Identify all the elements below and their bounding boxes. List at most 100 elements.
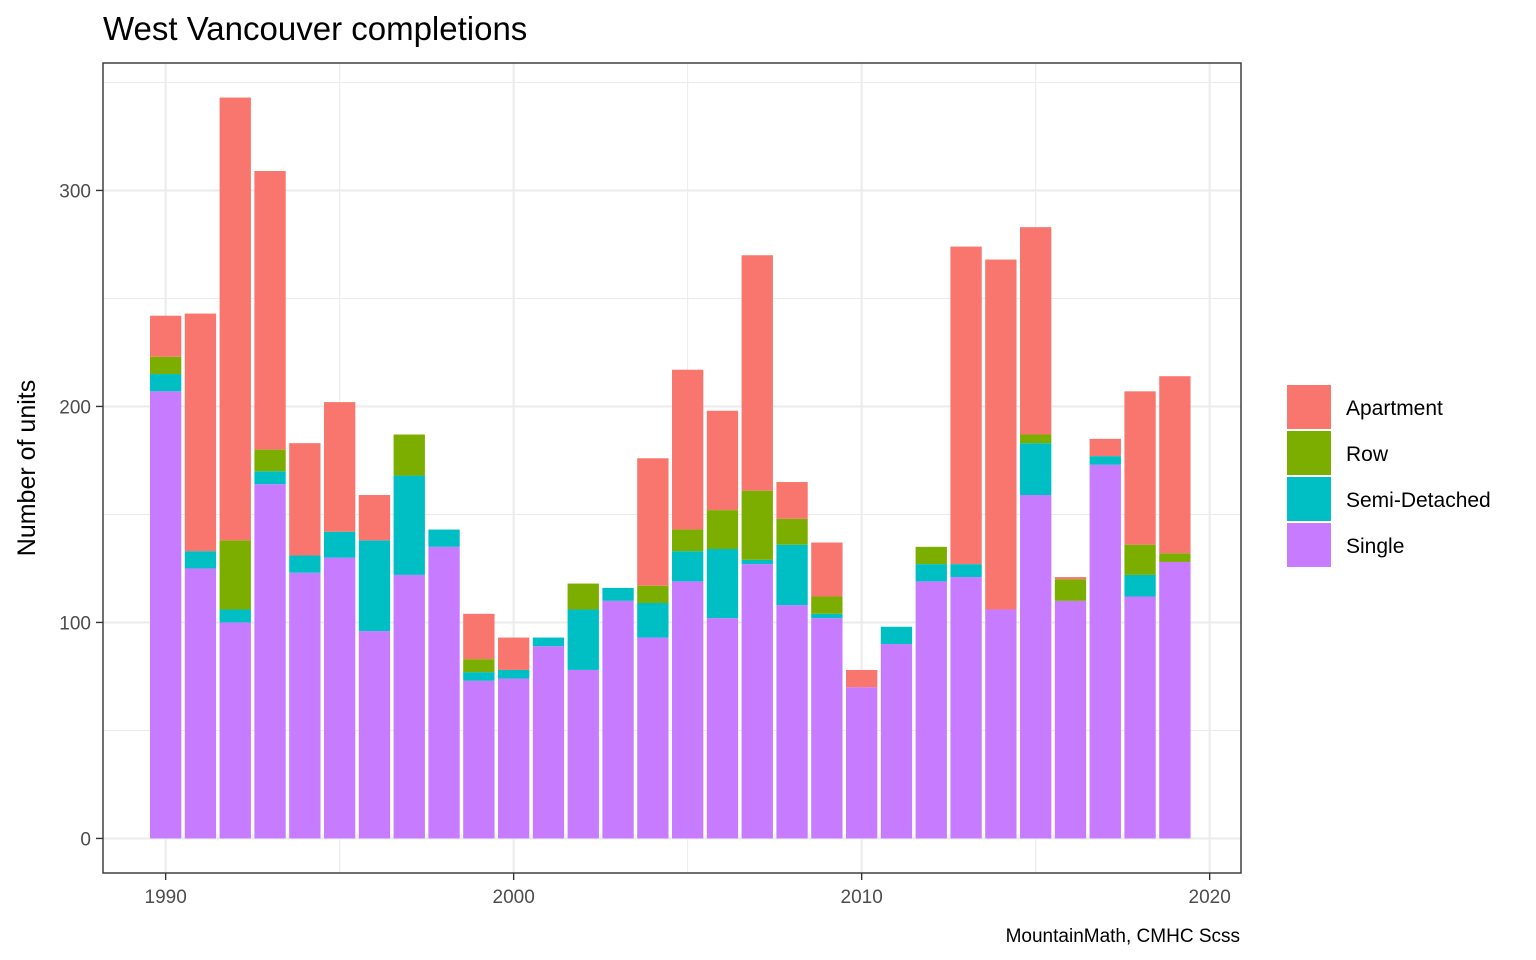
- bar-semi-detached-2004: [637, 603, 669, 638]
- bar-apartment-1993: [254, 171, 286, 450]
- bar-single-1994: [289, 572, 321, 839]
- bar-apartment-2018: [1124, 391, 1156, 545]
- legend: Apartment Row Semi-Detached Single: [1286, 384, 1491, 568]
- y-axis-title: Number of units: [13, 380, 41, 556]
- bar-semi-detached-2000: [497, 669, 530, 679]
- bar-apartment-2014: [985, 259, 1017, 610]
- bar-row-1992: [219, 540, 251, 610]
- legend-label-row: Row: [1346, 443, 1389, 466]
- bar-single-2007: [741, 564, 773, 839]
- x-tick-label: 2010: [841, 887, 883, 908]
- y-tick-label: 200: [59, 397, 91, 418]
- bar-single-1999: [463, 680, 495, 839]
- bar-row-1999: [463, 659, 495, 673]
- axes: 0 100 200 300 1990 2000 2010 2020: [59, 181, 1231, 908]
- bar-single-1992: [219, 622, 251, 839]
- bar-apartment-1991: [184, 313, 217, 552]
- bar-apartment-2006: [706, 410, 739, 511]
- legend-swatch-single: [1287, 523, 1331, 567]
- bar-single-2008: [776, 605, 808, 839]
- bar-single-1993: [254, 484, 286, 839]
- bar-single-1997: [393, 574, 425, 839]
- y-tick-label: 100: [59, 613, 91, 634]
- legend-swatch-row: [1287, 431, 1331, 475]
- legend-label-semi-detached: Semi-Detached: [1346, 489, 1491, 512]
- bar-apartment-2015: [1020, 227, 1052, 435]
- bar-semi-detached-1997: [393, 475, 425, 575]
- bar-apartment-2008: [776, 482, 808, 519]
- bar-row-2007: [741, 490, 773, 560]
- x-tick-label: 2000: [493, 887, 535, 908]
- bar-semi-detached-1994: [289, 555, 321, 573]
- bars: [149, 97, 1191, 839]
- bar-single-2012: [915, 581, 947, 839]
- bar-semi-detached-2001: [532, 637, 565, 647]
- bar-semi-detached-2018: [1124, 574, 1156, 597]
- bar-apartment-2009: [811, 542, 843, 597]
- bar-semi-detached-2015: [1020, 443, 1052, 495]
- legend-label-single: Single: [1346, 535, 1404, 558]
- bar-row-2005: [672, 529, 704, 552]
- bar-single-2017: [1089, 464, 1121, 839]
- bar-semi-detached-1999: [463, 672, 495, 681]
- bar-single-1998: [428, 546, 460, 839]
- bar-row-2018: [1124, 544, 1156, 575]
- bar-apartment-1995: [323, 402, 356, 532]
- bar-apartment-2007: [741, 255, 773, 491]
- bar-semi-detached-1995: [323, 531, 356, 558]
- bar-apartment-2016: [1054, 577, 1087, 580]
- bar-single-2019: [1159, 561, 1191, 839]
- bar-apartment-2019: [1159, 376, 1191, 554]
- bar-semi-detached-1996: [358, 540, 391, 632]
- bar-single-1991: [184, 568, 217, 839]
- bar-single-1990: [149, 391, 182, 839]
- bar-semi-detached-2013: [950, 564, 982, 578]
- bar-single-2002: [567, 669, 599, 839]
- bar-apartment-1994: [289, 443, 321, 556]
- bar-apartment-1996: [358, 495, 391, 541]
- bar-semi-detached-2003: [602, 587, 634, 601]
- bar-semi-detached-2007: [741, 559, 773, 565]
- bar-row-2008: [776, 518, 808, 545]
- bar-single-2006: [706, 618, 739, 839]
- bar-row-2015: [1020, 434, 1052, 444]
- bar-row-2016: [1054, 579, 1087, 601]
- bar-semi-detached-2009: [811, 613, 843, 619]
- bar-apartment-2010: [846, 669, 878, 688]
- y-tick-label: 0: [80, 829, 91, 850]
- bar-single-2010: [846, 687, 878, 839]
- bar-row-2006: [706, 510, 739, 549]
- bar-single-1995: [323, 557, 356, 839]
- bar-row-2012: [915, 546, 947, 565]
- bar-single-2011: [880, 644, 913, 839]
- bar-row-2002: [567, 583, 599, 610]
- bar-apartment-2000: [497, 637, 530, 670]
- bar-semi-detached-2005: [672, 551, 704, 582]
- bar-row-1993: [254, 449, 286, 472]
- bar-apartment-1990: [149, 315, 182, 357]
- bar-semi-detached-1991: [184, 551, 217, 569]
- bar-single-2000: [497, 678, 530, 839]
- x-tick-label: 2020: [1189, 887, 1231, 908]
- bar-apartment-1999: [463, 613, 495, 660]
- bar-row-1990: [149, 356, 182, 375]
- bar-semi-detached-1990: [149, 374, 182, 392]
- bar-single-1996: [358, 631, 391, 839]
- bar-semi-detached-1992: [219, 609, 251, 623]
- y-tick-label: 300: [59, 181, 91, 202]
- bar-single-2005: [672, 581, 704, 839]
- bar-apartment-2004: [637, 458, 669, 586]
- bar-single-2003: [602, 600, 634, 839]
- bar-apartment-1992: [219, 97, 251, 541]
- bar-semi-detached-2002: [567, 609, 599, 670]
- bar-semi-detached-2006: [706, 549, 739, 619]
- legend-label-apartment: Apartment: [1346, 397, 1443, 420]
- bar-single-2014: [985, 609, 1017, 839]
- x-tick-label: 1990: [145, 887, 187, 908]
- bar-row-2004: [637, 585, 669, 603]
- bar-apartment-2013: [950, 246, 982, 565]
- bar-semi-detached-2008: [776, 544, 808, 606]
- bar-row-2019: [1159, 553, 1191, 562]
- bar-single-2013: [950, 577, 982, 839]
